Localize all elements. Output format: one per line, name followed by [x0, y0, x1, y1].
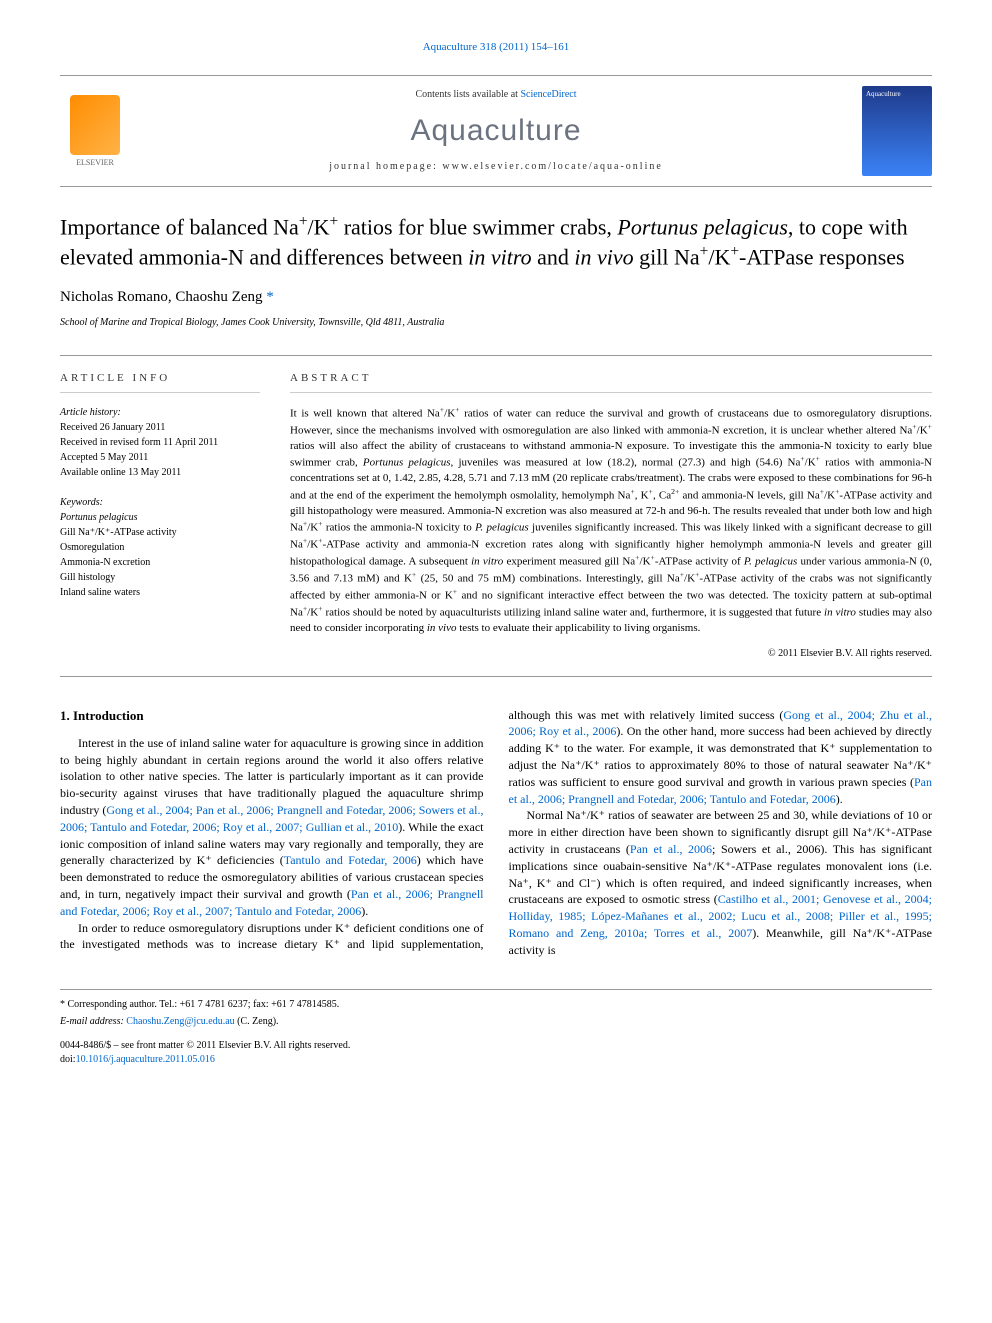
section-heading: 1. Introduction — [60, 707, 484, 725]
section-no: 1. — [60, 708, 70, 723]
history-label: Article history: — [60, 405, 260, 420]
keyword-3: Ammonia-N excretion — [60, 555, 260, 570]
email-line: E-mail address: Chaoshu.Zeng@jcu.edu.au … — [60, 1015, 932, 1029]
elsevier-logo: ELSEVIER — [60, 91, 130, 171]
footer: * Corresponding author. Tel.: +61 7 4781… — [60, 989, 932, 1067]
authors-text: Nicholas Romano, Chaoshu Zeng — [60, 289, 266, 305]
doi-link[interactable]: 10.1016/j.aquaculture.2011.05.016 — [76, 1054, 215, 1065]
para-3: Normal Na⁺/K⁺ ratios of seawater are bet… — [509, 807, 933, 958]
keyword-0: Portunus pelagicus — [60, 510, 260, 525]
affiliation: School of Marine and Tropical Biology, J… — [60, 316, 932, 330]
journal-header: ELSEVIER Contents lists available at Sci… — [60, 75, 932, 187]
para-1: Interest in the use of inland saline wat… — [60, 735, 484, 920]
keyword-1: Gill Na⁺/K⁺-ATPase activity — [60, 525, 260, 540]
revised-date: Received in revised form 11 April 2011 — [60, 435, 260, 450]
corresponding-note: * Corresponding author. Tel.: +61 7 4781… — [60, 998, 932, 1012]
abstract-column: ABSTRACT It is well known that altered N… — [290, 371, 932, 660]
abstract-label: ABSTRACT — [290, 371, 932, 392]
top-vol-year-pages: 318 (2011) 154–161 — [480, 41, 569, 53]
keyword-5: Inland saline waters — [60, 585, 260, 600]
email-link[interactable]: Chaoshu.Zeng@jcu.edu.au — [126, 1016, 234, 1027]
aquaculture-cover-icon — [862, 86, 932, 176]
doi-label: doi: — [60, 1054, 76, 1065]
article-info-label: ARTICLE INFO — [60, 371, 260, 392]
doi-line: doi:10.1016/j.aquaculture.2011.05.016 — [60, 1053, 932, 1067]
corresponding-mark[interactable]: * — [266, 289, 274, 305]
article-history: Article history: Received 26 January 201… — [60, 405, 260, 480]
elsevier-label: ELSEVIER — [76, 157, 114, 168]
contents-prefix: Contents lists available at — [415, 89, 520, 100]
abstract-text: It is well known that altered Na+/K+ rat… — [290, 405, 932, 637]
accepted-date: Accepted 5 May 2011 — [60, 450, 260, 465]
keyword-2: Osmoregulation — [60, 540, 260, 555]
keyword-4: Gill histology — [60, 570, 260, 585]
authors: Nicholas Romano, Chaoshu Zeng * — [60, 287, 932, 308]
info-abstract-row: ARTICLE INFO Article history: Received 2… — [60, 355, 932, 676]
email-suffix: (C. Zeng). — [235, 1016, 279, 1027]
section-title: Introduction — [73, 708, 144, 723]
elsevier-tree-icon — [70, 95, 120, 155]
issn-line: 0044-8486/$ – see front matter © 2011 El… — [60, 1039, 932, 1053]
abstract-copyright: © 2011 Elsevier B.V. All rights reserved… — [290, 647, 932, 661]
top-citation: Aquaculture 318 (2011) 154–161 — [60, 40, 932, 55]
available-date: Available online 13 May 2011 — [60, 465, 260, 480]
homepage-label: journal homepage: — [329, 161, 442, 172]
header-center: Contents lists available at ScienceDirec… — [130, 88, 862, 174]
email-label: E-mail address: — [60, 1016, 126, 1027]
journal-name: Aquaculture — [130, 110, 862, 152]
article-title: Importance of balanced Na+/K+ ratios for… — [60, 212, 932, 272]
contents-line: Contents lists available at ScienceDirec… — [130, 88, 862, 102]
article-info-column: ARTICLE INFO Article history: Received 2… — [60, 371, 260, 660]
sciencedirect-link[interactable]: ScienceDirect — [520, 89, 576, 100]
cite-link-6[interactable]: Pan et al., 2006 — [630, 842, 712, 856]
keywords-label: Keywords: — [60, 495, 260, 510]
cite-link-2[interactable]: Tantulo and Fotedar, 2006 — [284, 853, 417, 867]
journal-homepage: journal homepage: www.elsevier.com/locat… — [130, 160, 862, 174]
body-two-column: 1. Introduction Interest in the use of i… — [60, 707, 932, 959]
homepage-url[interactable]: www.elsevier.com/locate/aqua-online — [442, 161, 662, 172]
keywords-block: Keywords: Portunus pelagicus Gill Na⁺/K⁺… — [60, 495, 260, 600]
top-journal[interactable]: Aquaculture — [423, 41, 477, 53]
received-date: Received 26 January 2011 — [60, 420, 260, 435]
